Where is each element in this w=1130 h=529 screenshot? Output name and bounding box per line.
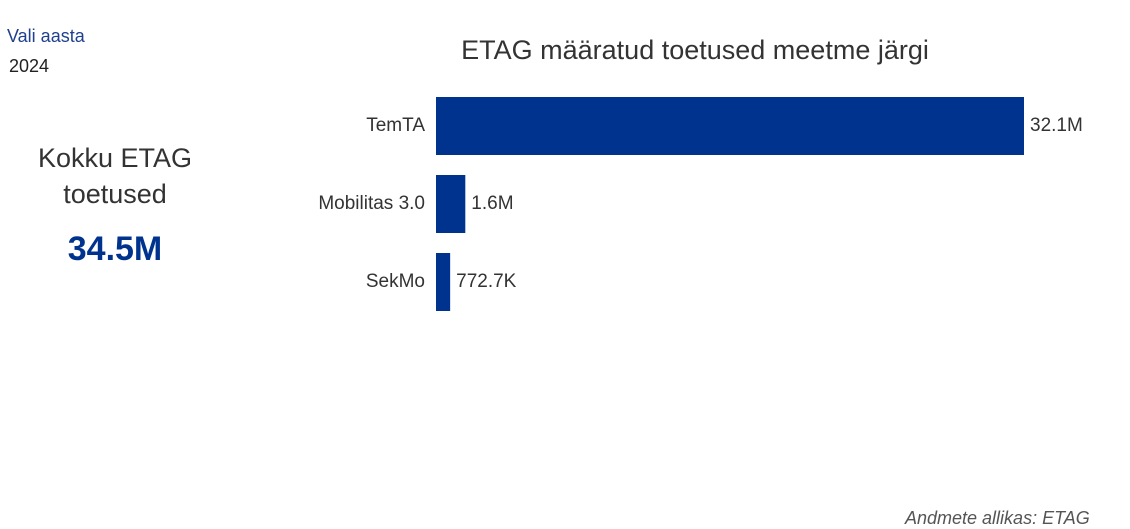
- bar: [436, 175, 466, 233]
- data-label: 32.1M: [1030, 115, 1083, 136]
- bar: [436, 253, 451, 311]
- kpi-value: 34.5M: [67, 230, 163, 268]
- data-label: 1.6M: [471, 193, 513, 214]
- filter-value[interactable]: 2024: [9, 56, 50, 76]
- bar: [436, 97, 1024, 155]
- y-tick-label: TemTA: [366, 115, 425, 136]
- kpi-label: Kokku ETAG toetused: [37, 143, 193, 209]
- y-tick-label: SekMo: [366, 271, 425, 292]
- footer: Andmete allikas: ETAG: [905, 508, 1090, 528]
- chart: ETAG määratud toetused meetme järgi TemT…: [318, 35, 1083, 311]
- chart-title: ETAG määratud toetused meetme järgi: [461, 35, 929, 65]
- y-tick-label: Mobilitas 3.0: [318, 193, 425, 214]
- data-label: 772.7K: [456, 271, 517, 292]
- filter-label[interactable]: Vali aasta: [7, 26, 85, 46]
